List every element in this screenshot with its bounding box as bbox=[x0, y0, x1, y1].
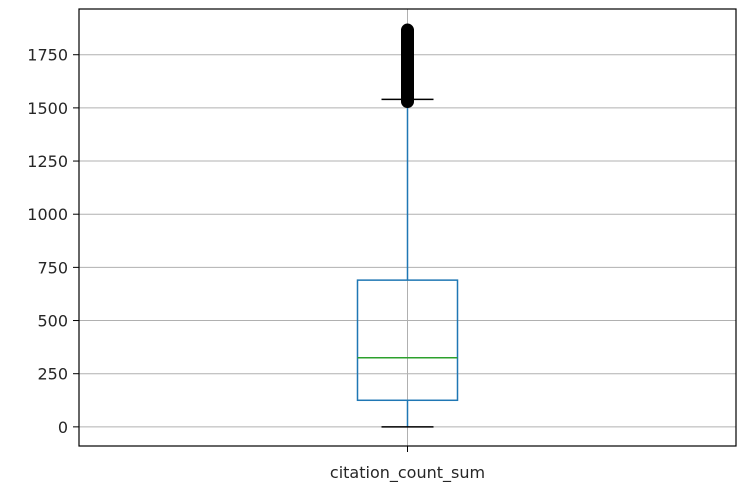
outlier-point bbox=[401, 23, 414, 37]
box-plot-marks bbox=[356, 23, 459, 428]
y-tick-label: 1000 bbox=[27, 205, 68, 224]
y-tick-label: 250 bbox=[37, 365, 68, 384]
y-tick-label: 1250 bbox=[27, 152, 68, 171]
x-tick-label: citation_count_sum bbox=[330, 463, 485, 483]
y-tick-label: 1750 bbox=[27, 46, 68, 65]
y-tick-label: 0 bbox=[58, 418, 68, 437]
y-tick-label: 500 bbox=[37, 312, 68, 331]
interquartile-box bbox=[356, 279, 459, 402]
axis-ticks: 0 250 500 750 1000 1250 1500 1750 citation_count… bbox=[27, 46, 485, 483]
y-tick-label: 750 bbox=[37, 258, 68, 277]
y-tick-label: 1500 bbox=[27, 99, 68, 118]
